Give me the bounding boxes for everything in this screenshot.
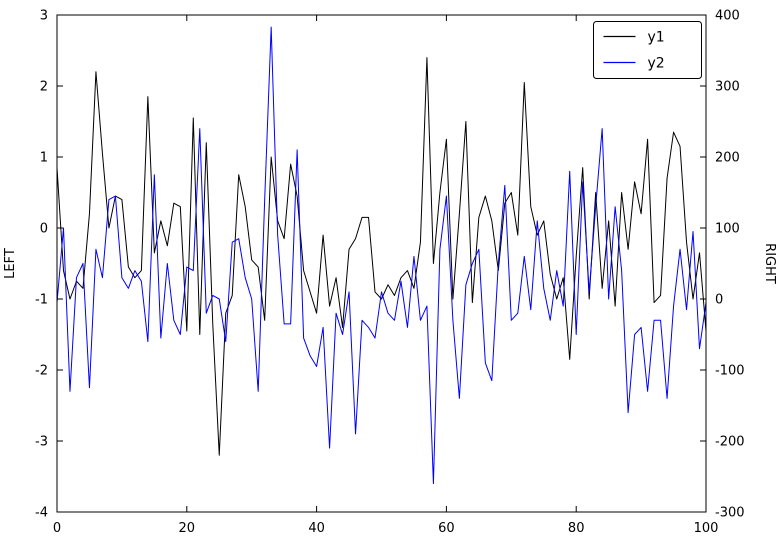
left-tick-label: -3 [35,435,48,450]
left-tick-label: -1 [35,293,48,308]
x-tick-label: 60 [438,521,455,536]
left-tick-label: -4 [35,506,48,521]
x-tick-label: 80 [568,521,585,536]
legend-label-y1: y1 [648,30,665,46]
right-tick-label: -100 [715,364,745,379]
right-tick-label: 200 [715,151,740,166]
left-axis-label: LEFT [3,248,18,279]
right-tick-label: 0 [715,293,723,308]
x-tick-label: 40 [308,521,325,536]
legend-box [593,21,702,79]
series-y2-line [56,26,707,485]
legend-label-y2: y2 [648,56,665,72]
x-tick-label: 20 [179,521,196,536]
left-tick-label: 1 [40,151,48,166]
left-tick-label: 0 [40,222,48,237]
right-tick-label: 100 [715,222,740,237]
right-axis-label: RIGHT [762,243,777,284]
series-y1-line [56,57,707,456]
right-tick-label: 300 [715,80,740,95]
right-tick-label: -300 [715,506,745,521]
left-tick-label: -2 [35,364,48,379]
right-tick-label: -200 [715,435,745,450]
x-tick-label: 0 [53,521,61,536]
x-tick-label: 100 [694,521,719,536]
right-tick-label: 400 [715,9,740,24]
plot-frame [56,14,707,513]
left-tick-label: 2 [40,80,48,95]
left-tick-label: 3 [40,9,48,24]
